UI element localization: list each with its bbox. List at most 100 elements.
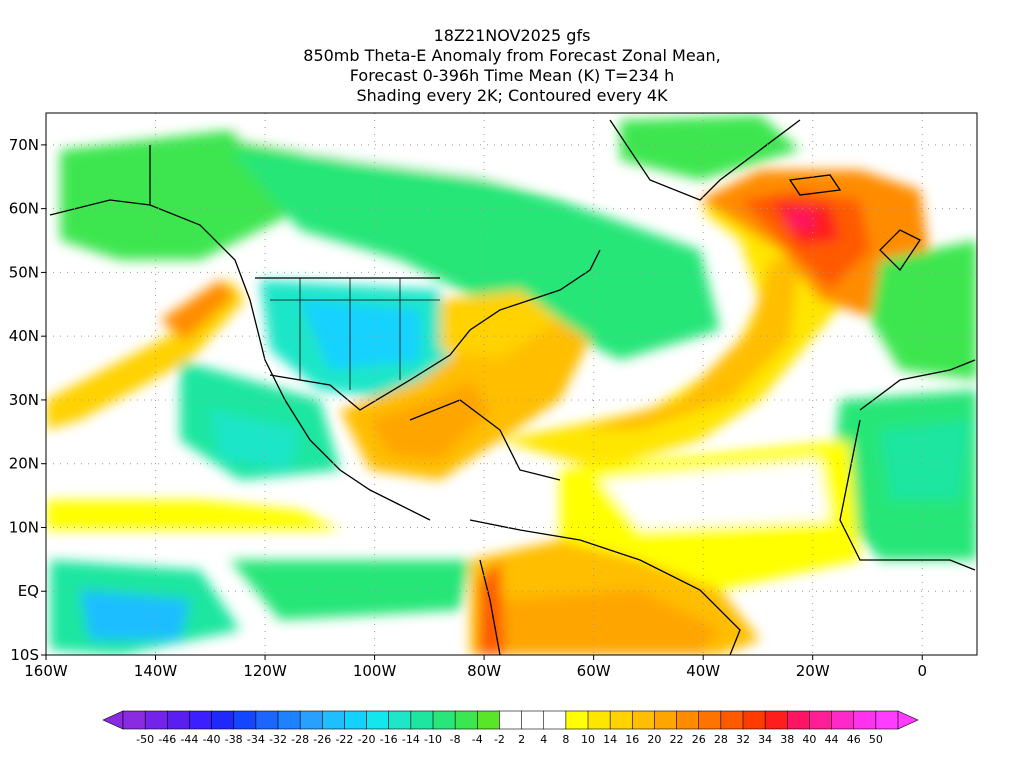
colorbar-swatch	[720, 710, 744, 730]
colorbar-swatch	[122, 710, 146, 730]
colorbar-label: 10	[581, 733, 595, 746]
colorbar-swatch	[233, 710, 257, 730]
colorbar-label: -10	[424, 733, 442, 746]
colorbar-label: -28	[291, 733, 309, 746]
colorbar-arrow-left	[102, 710, 124, 730]
y-tick-label: 20N	[9, 455, 39, 473]
colorbar-label: 8	[562, 733, 569, 746]
colorbar-swatch	[189, 710, 213, 730]
colorbar-label: -22	[335, 733, 353, 746]
anomaly-region	[230, 113, 600, 190]
anomaly-region	[230, 150, 720, 360]
anomaly-region	[870, 240, 977, 380]
colorbar-swatch	[166, 710, 191, 730]
coastline-path	[609, 119, 801, 201]
colorbar-swatch	[144, 710, 168, 730]
colorbar-swatch	[875, 710, 899, 730]
colorbar-swatch	[521, 710, 545, 730]
x-tick-label: 140W	[134, 662, 178, 680]
colorbar-swatch	[432, 710, 456, 730]
anomaly-region	[46, 500, 340, 530]
coastline-path	[839, 419, 976, 571]
colorbar-label: -26	[313, 733, 331, 746]
anomaly-region	[80, 590, 190, 640]
colorbar-label: -14	[402, 733, 420, 746]
colorbar-swatch	[299, 710, 323, 730]
colorbar-label: 2	[518, 733, 525, 746]
colorbar-label: -20	[358, 733, 376, 746]
colorbar-swatch	[321, 710, 346, 730]
colorbar-label: 32	[736, 733, 750, 746]
title-line-1: 18Z21NOV2025 gfs	[433, 26, 591, 45]
colorbar-label: -46	[158, 733, 176, 746]
colorbar-swatch	[853, 710, 877, 730]
colorbar-label: -38	[225, 733, 243, 746]
colorbar-label: -8	[450, 733, 461, 746]
colorbar-swatch	[344, 710, 368, 730]
x-tick-label: 0	[917, 662, 927, 680]
colorbar-swatch	[786, 710, 811, 730]
x-tick-label: 60W	[577, 662, 611, 680]
colorbar-label: 20	[647, 733, 661, 746]
colorbar-label: 50	[869, 733, 883, 746]
colorbar-swatch	[609, 710, 633, 730]
colorbar-swatch	[809, 710, 833, 730]
colorbar-swatch	[410, 710, 434, 730]
colorbar-swatch	[255, 710, 279, 730]
colorbar-label: 26	[692, 733, 706, 746]
y-tick-label: 70N	[9, 136, 39, 154]
anomaly-region	[600, 460, 830, 530]
y-tick-label: 50N	[9, 263, 39, 281]
colorbar-swatch	[764, 710, 788, 730]
title-line-2: 850mb Theta-E Anomaly from Forecast Zona…	[303, 46, 721, 65]
x-tick-label: 160W	[24, 662, 68, 680]
y-tick-label: EQ	[18, 582, 39, 600]
coastline-path	[879, 229, 921, 272]
colorbar-swatch	[499, 710, 523, 730]
anomaly-region	[500, 590, 720, 655]
colorbar-label: -16	[380, 733, 398, 746]
colorbar-label: -4	[472, 733, 483, 746]
anomaly-region	[620, 115, 800, 180]
y-tick-label: 10N	[9, 518, 39, 536]
coastline-path	[479, 559, 501, 655]
coastline-path	[269, 249, 601, 411]
colorbar-swatch	[831, 710, 855, 730]
colorbar-swatch	[654, 710, 678, 730]
colorbar-swatch	[698, 710, 722, 730]
anomaly-region	[210, 410, 300, 470]
colorbar-swatch	[366, 710, 390, 730]
colorbar-arrow-right	[897, 710, 919, 730]
coastline-path	[469, 519, 741, 655]
colorbar-label: 28	[714, 733, 728, 746]
colorbar-label: -2	[494, 733, 505, 746]
colorbar-label: 14	[603, 733, 617, 746]
colorbar-label: 4	[540, 733, 547, 746]
border-path	[270, 278, 440, 390]
colorbar-label: -50	[136, 733, 154, 746]
colorbar-swatch	[454, 710, 478, 730]
colorbar-swatch	[742, 710, 766, 730]
colorbar-label: 16	[625, 733, 639, 746]
colorbar-label: 46	[847, 733, 861, 746]
colorbar-swatch	[476, 710, 501, 730]
colorbar-swatch	[388, 710, 412, 730]
title-block: 18Z21NOV2025 gfs 850mb Theta-E Anomaly f…	[0, 26, 1024, 106]
colorbar-swatch	[211, 710, 235, 730]
x-tick-label: 120W	[243, 662, 287, 680]
colorbar-label: -32	[269, 733, 287, 746]
title-line-4: Shading every 2K; Contoured every 4K	[356, 86, 668, 105]
colorbar-swatch	[676, 710, 700, 730]
colorbar-label: -44	[180, 733, 198, 746]
colorbar-label: 22	[670, 733, 684, 746]
shaded-field	[46, 113, 977, 655]
y-tick-label: 40N	[9, 327, 39, 345]
coastline-path	[859, 359, 976, 411]
x-axis: 160W 140W 120W 100W 80W 60W 40W 20W 0	[24, 655, 927, 680]
colorbar-label: 44	[825, 733, 839, 746]
anomaly-region	[880, 420, 970, 500]
colorbar: -50 -46 -44 -40 -38 -34 -32 -28 -26 -22 -20 -16 -14-…	[102, 710, 919, 746]
coastlines	[49, 119, 976, 655]
colorbar-swatch	[565, 710, 589, 730]
